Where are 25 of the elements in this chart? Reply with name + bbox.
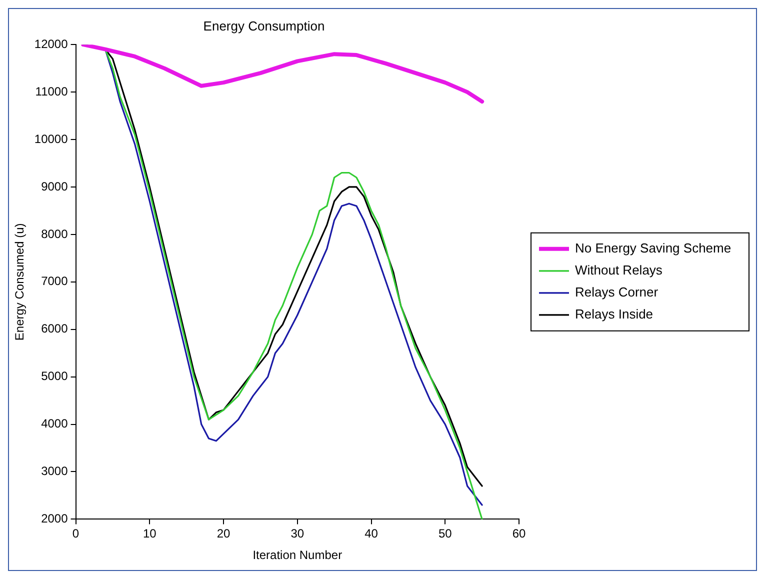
y-tick-label: 9000 (41, 179, 68, 194)
x-tick-label: 0 (72, 526, 80, 541)
x-tick-label: 30 (290, 526, 304, 541)
chart-title: Energy Consumption (203, 18, 325, 34)
x-tick-label: 10 (142, 526, 157, 541)
x-tick-label: 20 (216, 526, 231, 541)
legend-label: Without Relays (575, 262, 663, 278)
y-axis-title: Energy Consumed (u) (12, 223, 27, 341)
y-tick-label: 12000 (34, 36, 68, 51)
y-tick-label: 5000 (41, 369, 68, 384)
y-tick-label: 3000 (41, 464, 68, 478)
y-tick-label: 8000 (41, 226, 68, 241)
x-tick-label: 50 (438, 526, 452, 541)
y-tick-label: 2000 (41, 512, 68, 526)
y-tick-label: 10000 (34, 132, 68, 146)
y-tick-label: 6000 (41, 322, 68, 336)
legend-label: Relays Corner (575, 284, 659, 300)
legend-label: No Energy Saving Scheme (575, 240, 732, 256)
x-tick-label: 40 (364, 526, 378, 541)
x-tick-label: 60 (512, 526, 526, 541)
y-tick-label: 11000 (35, 84, 68, 98)
y-tick-label: 4000 (41, 416, 68, 431)
y-tick-label: 7000 (41, 274, 68, 288)
legend-label: Relays Inside (575, 306, 654, 322)
x-axis-title: Iteration Number (252, 548, 342, 562)
